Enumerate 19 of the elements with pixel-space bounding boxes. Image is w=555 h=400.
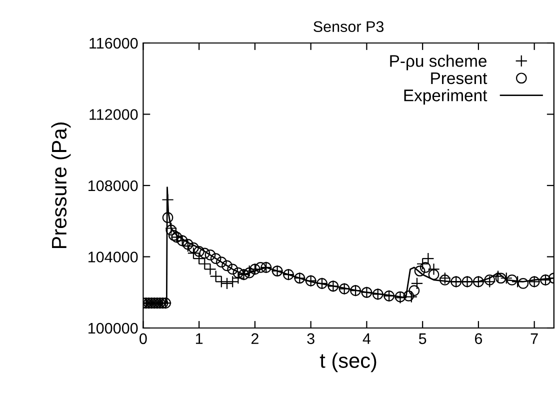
x-tick-label: 2: [251, 333, 258, 344]
x-tick-label: 5: [418, 333, 426, 344]
y-tick-label: 116000: [90, 38, 138, 49]
y-axis-title: Pressure (Pa): [51, 122, 71, 248]
chart-title: Sensor P3: [314, 21, 384, 32]
y-tick-label: 104000: [88, 252, 138, 262]
x-tick-label: 3: [307, 333, 314, 344]
y-tick-label: 108000: [88, 180, 138, 192]
legend-label: Present: [431, 72, 488, 84]
y-tick-label: 100000: [88, 322, 138, 334]
y-tick-label: 112000: [90, 109, 138, 120]
x-tick-label: 4: [362, 333, 370, 344]
x-tick-label: 0: [140, 333, 147, 344]
legend-label: P-ρu scheme: [390, 54, 486, 70]
x-axis-title: t (sec): [320, 352, 376, 372]
x-tick-label: 6: [474, 333, 482, 344]
legend-label: Experiment: [404, 89, 488, 105]
x-tick-label: 7: [530, 333, 538, 344]
x-tick-label: 1: [196, 333, 203, 344]
